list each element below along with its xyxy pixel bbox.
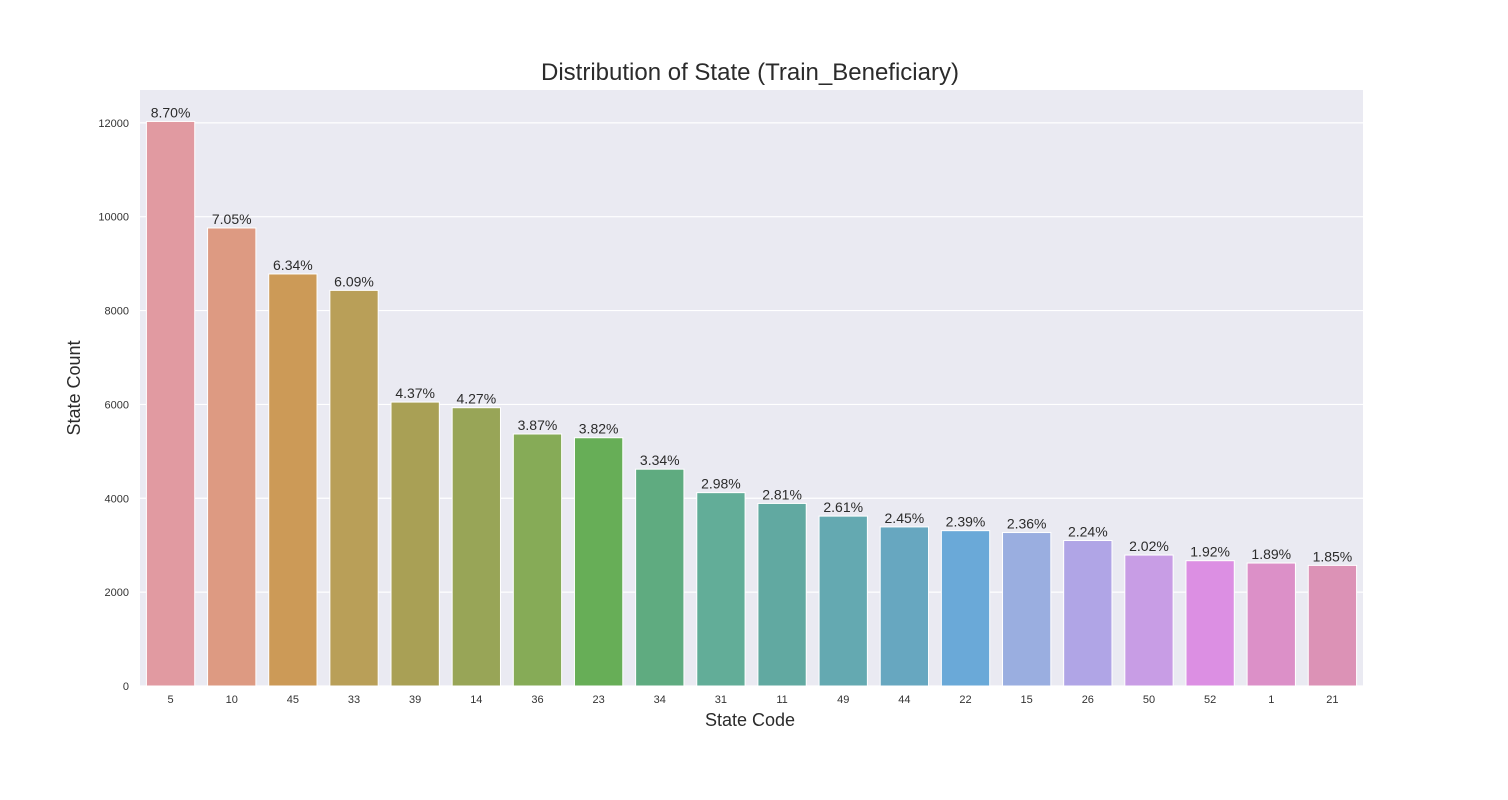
- x-tick-label: 14: [470, 694, 482, 706]
- bar: [1002, 532, 1052, 687]
- x-tick-label: 15: [1021, 694, 1033, 706]
- x-tick-label: 34: [654, 694, 666, 706]
- y-tick-label: 8000: [105, 306, 129, 318]
- y-tick-label: 10000: [98, 212, 129, 224]
- x-tick-label: 33: [348, 694, 360, 706]
- data-labels: 8.70% 7.05% 6.34% 6.09% 4.37% 4.27% 3.87% 3.82%…: [151, 104, 1353, 564]
- bar-value-label: 8.70%: [151, 104, 191, 120]
- x-tick-label: 49: [837, 694, 849, 706]
- x-tick-label: 39: [409, 694, 421, 706]
- x-tick-label: 23: [593, 694, 605, 706]
- bar: [145, 120, 196, 687]
- bar: [1185, 560, 1235, 687]
- x-tick-label: 36: [531, 694, 543, 706]
- bar: [1246, 562, 1296, 687]
- bar-value-label: 1.89%: [1251, 546, 1291, 562]
- bar-value-label: 1.92%: [1190, 544, 1230, 560]
- bar-value-label: 2.45%: [885, 510, 925, 526]
- plot-background: [140, 90, 1363, 686]
- bar-value-label: 6.09%: [334, 273, 374, 289]
- bar-value-label: 2.61%: [823, 499, 863, 515]
- x-tick-label: 1: [1268, 694, 1274, 706]
- bar: [207, 227, 257, 687]
- bar-value-label: 2.36%: [1007, 516, 1047, 532]
- x-tick-label: 44: [898, 694, 910, 706]
- chart-title: Distribution of State (Train_Beneficiary…: [541, 59, 959, 86]
- bar: [512, 433, 563, 687]
- y-axis-ticks: 0 2000 4000 6000 8000 10000 12000: [98, 118, 129, 693]
- bar: [818, 515, 868, 687]
- x-tick-label: 21: [1326, 694, 1338, 706]
- bar: [696, 492, 746, 687]
- bar-value-label: 3.82%: [579, 421, 619, 437]
- y-tick-label: 0: [123, 681, 129, 693]
- bar-value-label: 7.05%: [212, 211, 252, 227]
- x-tick-label: 31: [715, 694, 727, 706]
- x-tick-label: 52: [1204, 694, 1216, 706]
- bar-value-label: 6.34%: [273, 257, 313, 273]
- bar: [390, 401, 440, 687]
- x-tick-label: 26: [1082, 694, 1094, 706]
- x-axis-title: State Code: [705, 710, 795, 730]
- y-tick-label: 6000: [105, 399, 129, 411]
- bar: [635, 468, 685, 687]
- bar: [451, 407, 501, 687]
- x-tick-label: 10: [226, 694, 238, 706]
- x-axis-ticks: 5 10 45 33 39 14 36 23 34 31 11 49 44 22 15 26 50 52 1 21: [168, 694, 1339, 706]
- bar: [1307, 564, 1358, 687]
- y-axis-title: State Count: [64, 340, 84, 435]
- bar-value-label: 1.85%: [1313, 548, 1353, 564]
- x-tick-label: 50: [1143, 694, 1155, 706]
- x-tick-label: 5: [168, 694, 174, 706]
- x-tick-label: 22: [959, 694, 971, 706]
- x-tick-label: 11: [776, 694, 787, 706]
- bar: [1063, 540, 1113, 687]
- bar: [757, 502, 807, 687]
- bar: [573, 437, 624, 687]
- bar-value-label: 3.87%: [518, 417, 558, 433]
- bar-value-label: 4.27%: [456, 391, 496, 407]
- y-tick-label: 2000: [105, 587, 129, 599]
- bar: [1124, 554, 1174, 687]
- bar: [879, 526, 930, 687]
- bar: [329, 289, 379, 687]
- bar-value-label: 3.34%: [640, 452, 680, 468]
- bar-value-label: 2.81%: [762, 486, 802, 502]
- bar: [940, 530, 991, 687]
- y-tick-label: 12000: [98, 118, 129, 130]
- x-tick-label: 45: [287, 694, 299, 706]
- y-tick-label: 4000: [105, 493, 129, 505]
- bars: [145, 120, 1358, 687]
- bar-value-label: 2.39%: [946, 514, 986, 530]
- bar: [268, 273, 318, 687]
- bar-value-label: 2.24%: [1068, 524, 1108, 540]
- bar-value-label: 2.02%: [1129, 538, 1169, 554]
- bar-value-label: 4.37%: [395, 385, 435, 401]
- bar-value-label: 2.98%: [701, 476, 741, 492]
